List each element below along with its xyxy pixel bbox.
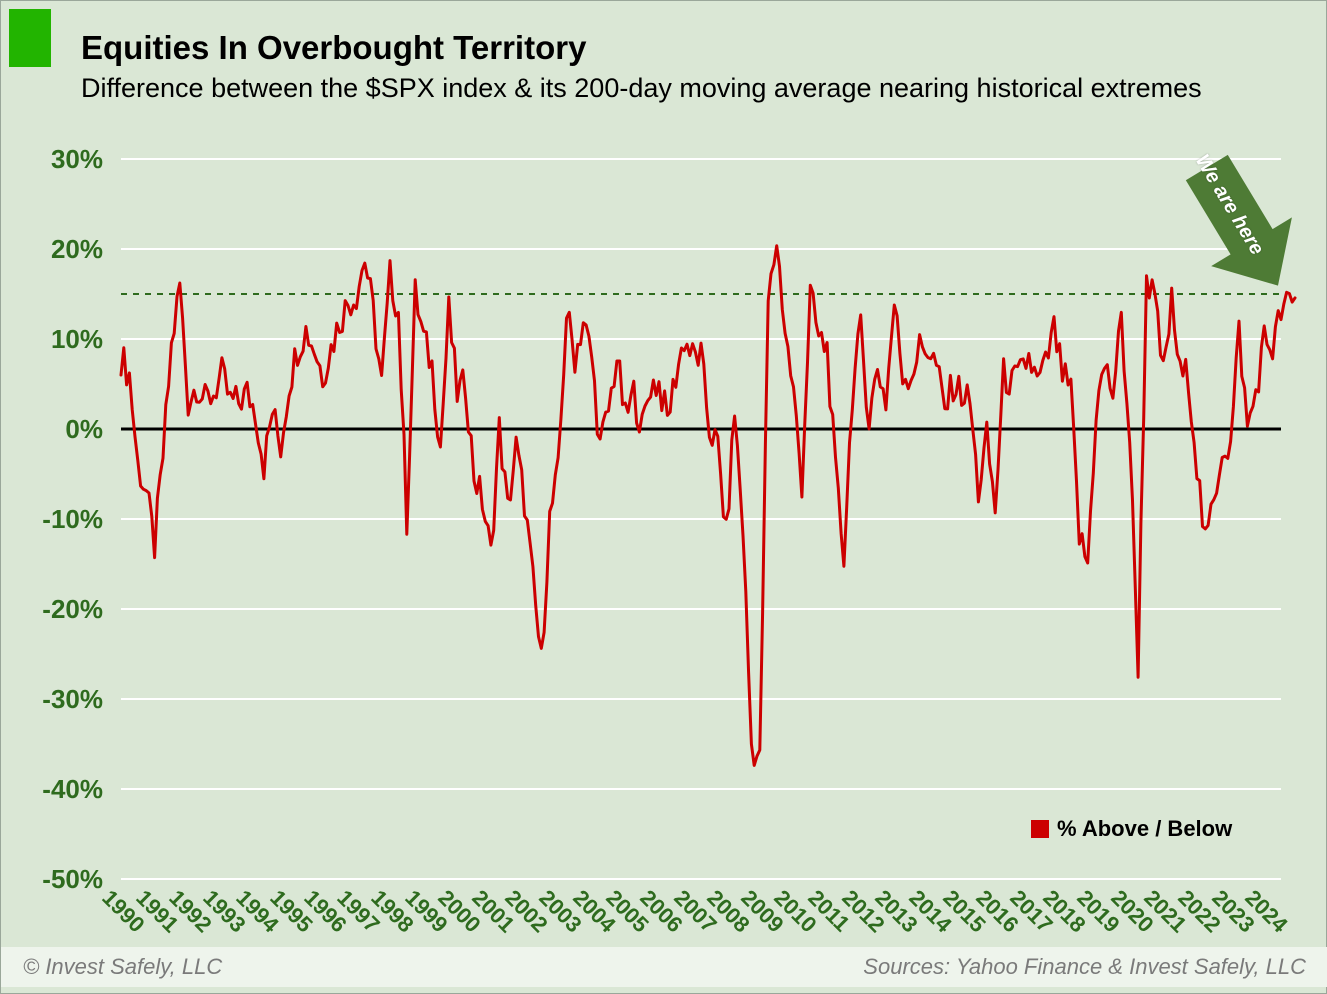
- chart-legend: % Above / Below: [1031, 816, 1232, 842]
- chart-svg: [1, 1, 1327, 994]
- legend-swatch: [1031, 820, 1049, 838]
- y-axis-label: -30%: [1, 684, 103, 715]
- footer-copyright: © Invest Safely, LLC: [23, 954, 222, 980]
- y-axis-label: 20%: [1, 234, 103, 265]
- y-axis-label: -20%: [1, 594, 103, 625]
- y-axis-label: -10%: [1, 504, 103, 535]
- y-axis-label: 0%: [1, 414, 103, 445]
- footer-sources: Sources: Yahoo Finance & Invest Safely, …: [863, 954, 1306, 980]
- legend-label: % Above / Below: [1057, 816, 1232, 842]
- y-axis-label: 10%: [1, 324, 103, 355]
- y-axis-label: -40%: [1, 774, 103, 805]
- y-axis-label: 30%: [1, 144, 103, 175]
- y-axis-label: -50%: [1, 864, 103, 895]
- footer-bar: © Invest Safely, LLC Sources: Yahoo Fina…: [1, 947, 1327, 987]
